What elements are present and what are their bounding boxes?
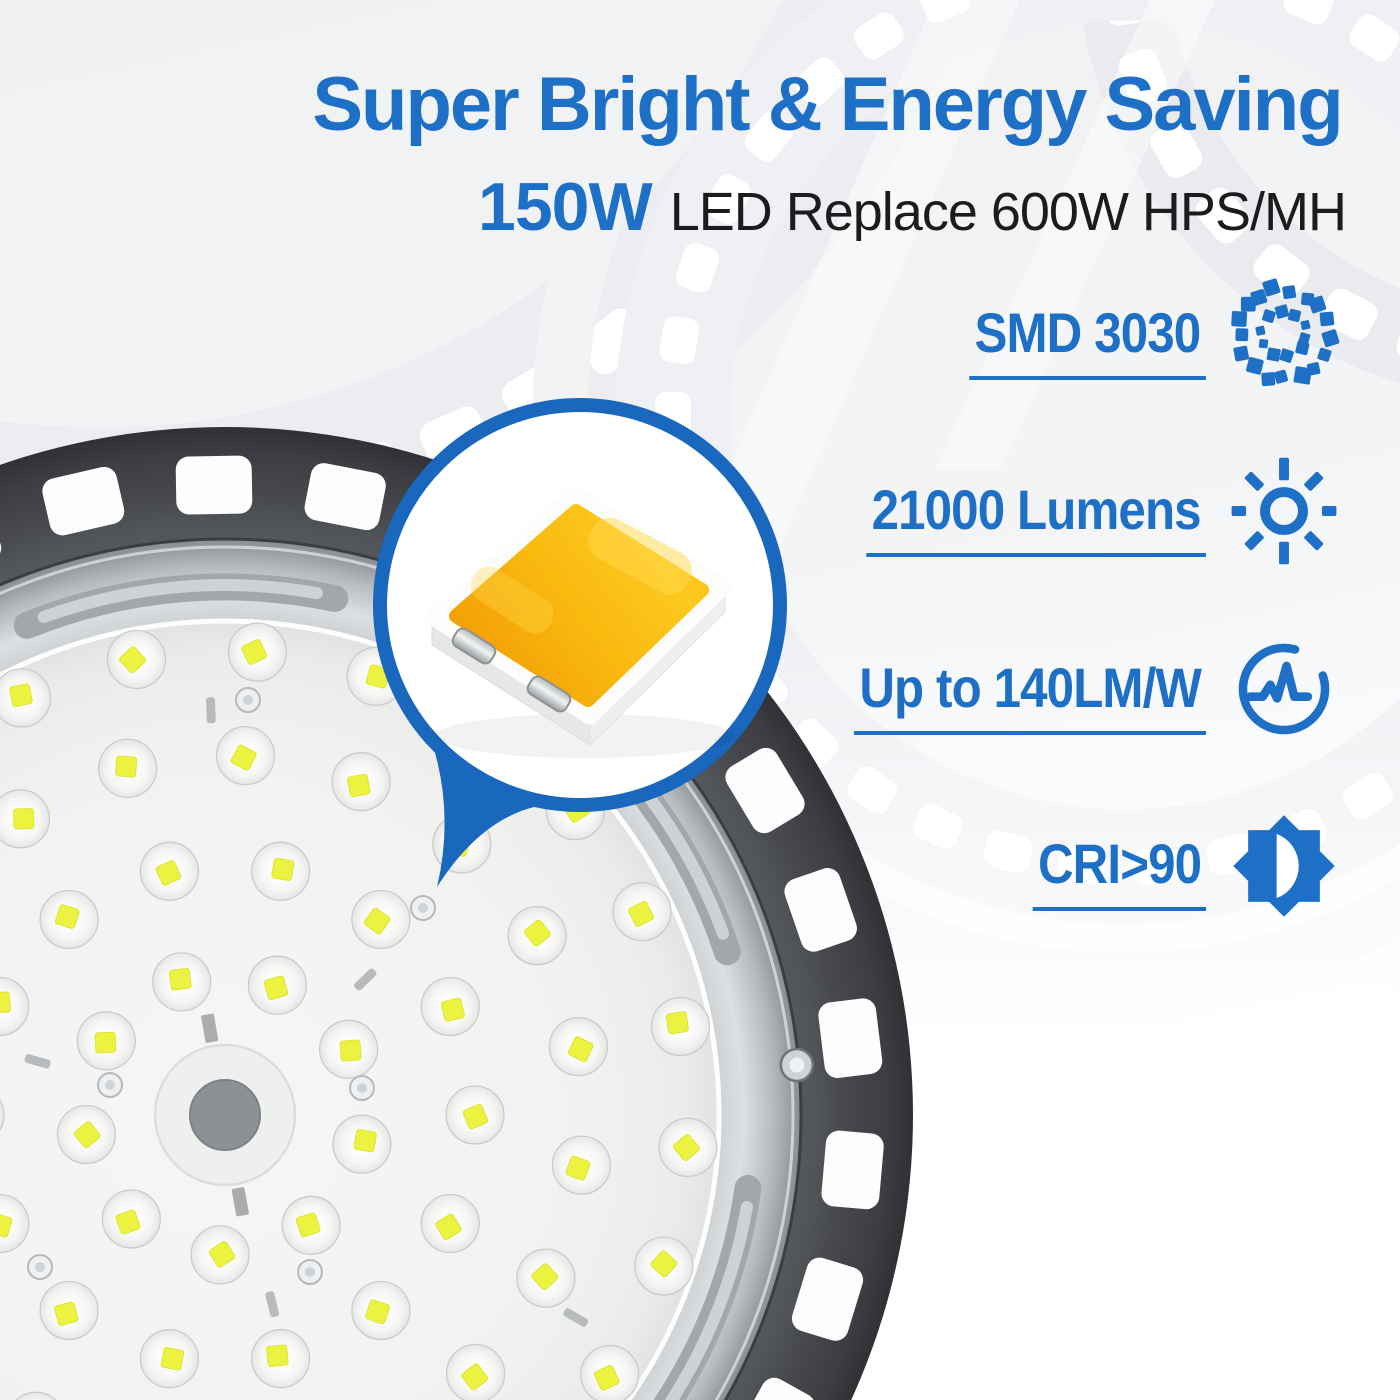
led-array-icon <box>1231 278 1340 387</box>
subheadline: 150W LED Replace 600W HPS/MH <box>430 168 1394 246</box>
feature-smd-3030: SMD 3030 <box>937 278 1354 394</box>
feature-efficacy: Up to 140LM/W <box>806 643 1354 742</box>
feature-label: Up to 140LM/W <box>853 660 1206 735</box>
headline: Super Bright & Energy Saving <box>312 62 1343 147</box>
feature-label: SMD 3030 <box>969 305 1206 380</box>
sun-icon <box>1231 457 1337 565</box>
feature-label: 21000 Lumens <box>866 482 1206 557</box>
replace-text: LED Replace 600W HPS/MH <box>669 182 1347 242</box>
feature-cri: CRI>90 <box>1009 815 1354 923</box>
wattage-text: 150W <box>478 169 653 245</box>
contrast-star-icon <box>1233 815 1335 917</box>
feature-lumens: 21000 Lumens <box>820 457 1354 567</box>
pulse-waveform-icon <box>1238 643 1330 735</box>
feature-label: CRI>90 <box>1032 836 1206 911</box>
